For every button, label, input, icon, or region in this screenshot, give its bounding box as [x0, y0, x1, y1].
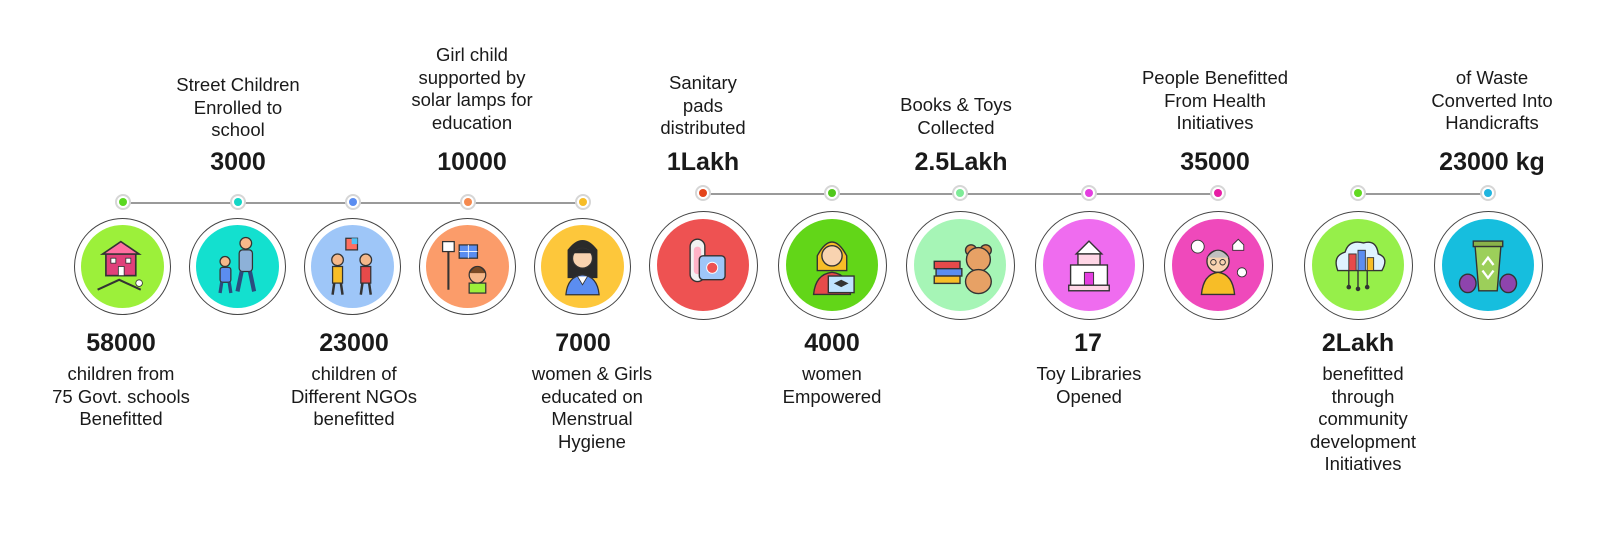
timeline-dot: [1350, 185, 1366, 201]
sanitary-pad-icon: [657, 219, 749, 311]
children-playing-icon: [311, 225, 394, 308]
timeline-dot: [230, 194, 246, 210]
stat-label: women & Girls educated on Menstrual Hygiene: [531, 363, 653, 452]
timeline-dot: [1480, 185, 1496, 201]
timeline-dot: [1081, 185, 1097, 201]
timeline-dot: [575, 194, 591, 210]
recycle-bin-icon: [1442, 219, 1534, 311]
stat-label: Toy Libraries Opened: [1036, 363, 1142, 407]
stat-label: benefitted through community development Ini…: [1310, 363, 1416, 474]
timeline-dot: [824, 185, 840, 201]
timeline-connector-3: [1358, 193, 1488, 195]
stat-value: 17: [1074, 329, 1102, 357]
stat-value: 1Lakh: [666, 148, 740, 176]
stat-label: women Empowered: [782, 363, 882, 407]
school-playground-icon: [81, 225, 164, 308]
stat-value: 10000: [437, 148, 507, 176]
stat-value: 7000: [555, 329, 611, 357]
books-teddy-icon: [914, 219, 1006, 311]
stat-label: children from 75 Govt. schools Benefitted: [52, 363, 190, 429]
stat-label: Girl child supported by solar lamps for edu…: [411, 44, 533, 133]
timeline-dot: [695, 185, 711, 201]
girl-graduate-icon: [541, 225, 624, 308]
stat-label: Street Children Enrolled to school: [176, 74, 300, 140]
stat-value: 23000: [319, 329, 389, 357]
stat-value: 4000: [804, 329, 860, 357]
stat-label: children of Different NGOs benefitted: [290, 363, 418, 429]
stat-value: 58000: [86, 329, 156, 357]
solar-lamp-girl-icon: [426, 225, 509, 308]
stat-label: Sanitary pads distributed: [660, 72, 746, 138]
stat-value: 2.5Lakh: [914, 148, 1008, 176]
health-person-icon: [1172, 219, 1264, 311]
stat-label: Books & Toys Collected: [900, 94, 1012, 138]
timeline-dot: [460, 194, 476, 210]
stat-value: 35000: [1180, 148, 1250, 176]
woman-laptop-icon: [786, 219, 878, 311]
stat-label: People Benefitted From Health Initiatives: [1141, 67, 1289, 133]
stat-value: 3000: [210, 148, 266, 176]
stat-value: 2Lakh: [1321, 329, 1395, 357]
timeline-dot: [952, 185, 968, 201]
parent-child-walking-icon: [196, 225, 279, 308]
cloud-city-icon: [1312, 219, 1404, 311]
toy-library-icon: [1043, 219, 1135, 311]
timeline-dot: [1210, 185, 1226, 201]
timeline-dot: [115, 194, 131, 210]
stat-label: of Waste Converted Into Handicrafts: [1431, 67, 1553, 133]
timeline-dot: [345, 194, 361, 210]
stat-value: 23000 kg: [1439, 148, 1545, 176]
